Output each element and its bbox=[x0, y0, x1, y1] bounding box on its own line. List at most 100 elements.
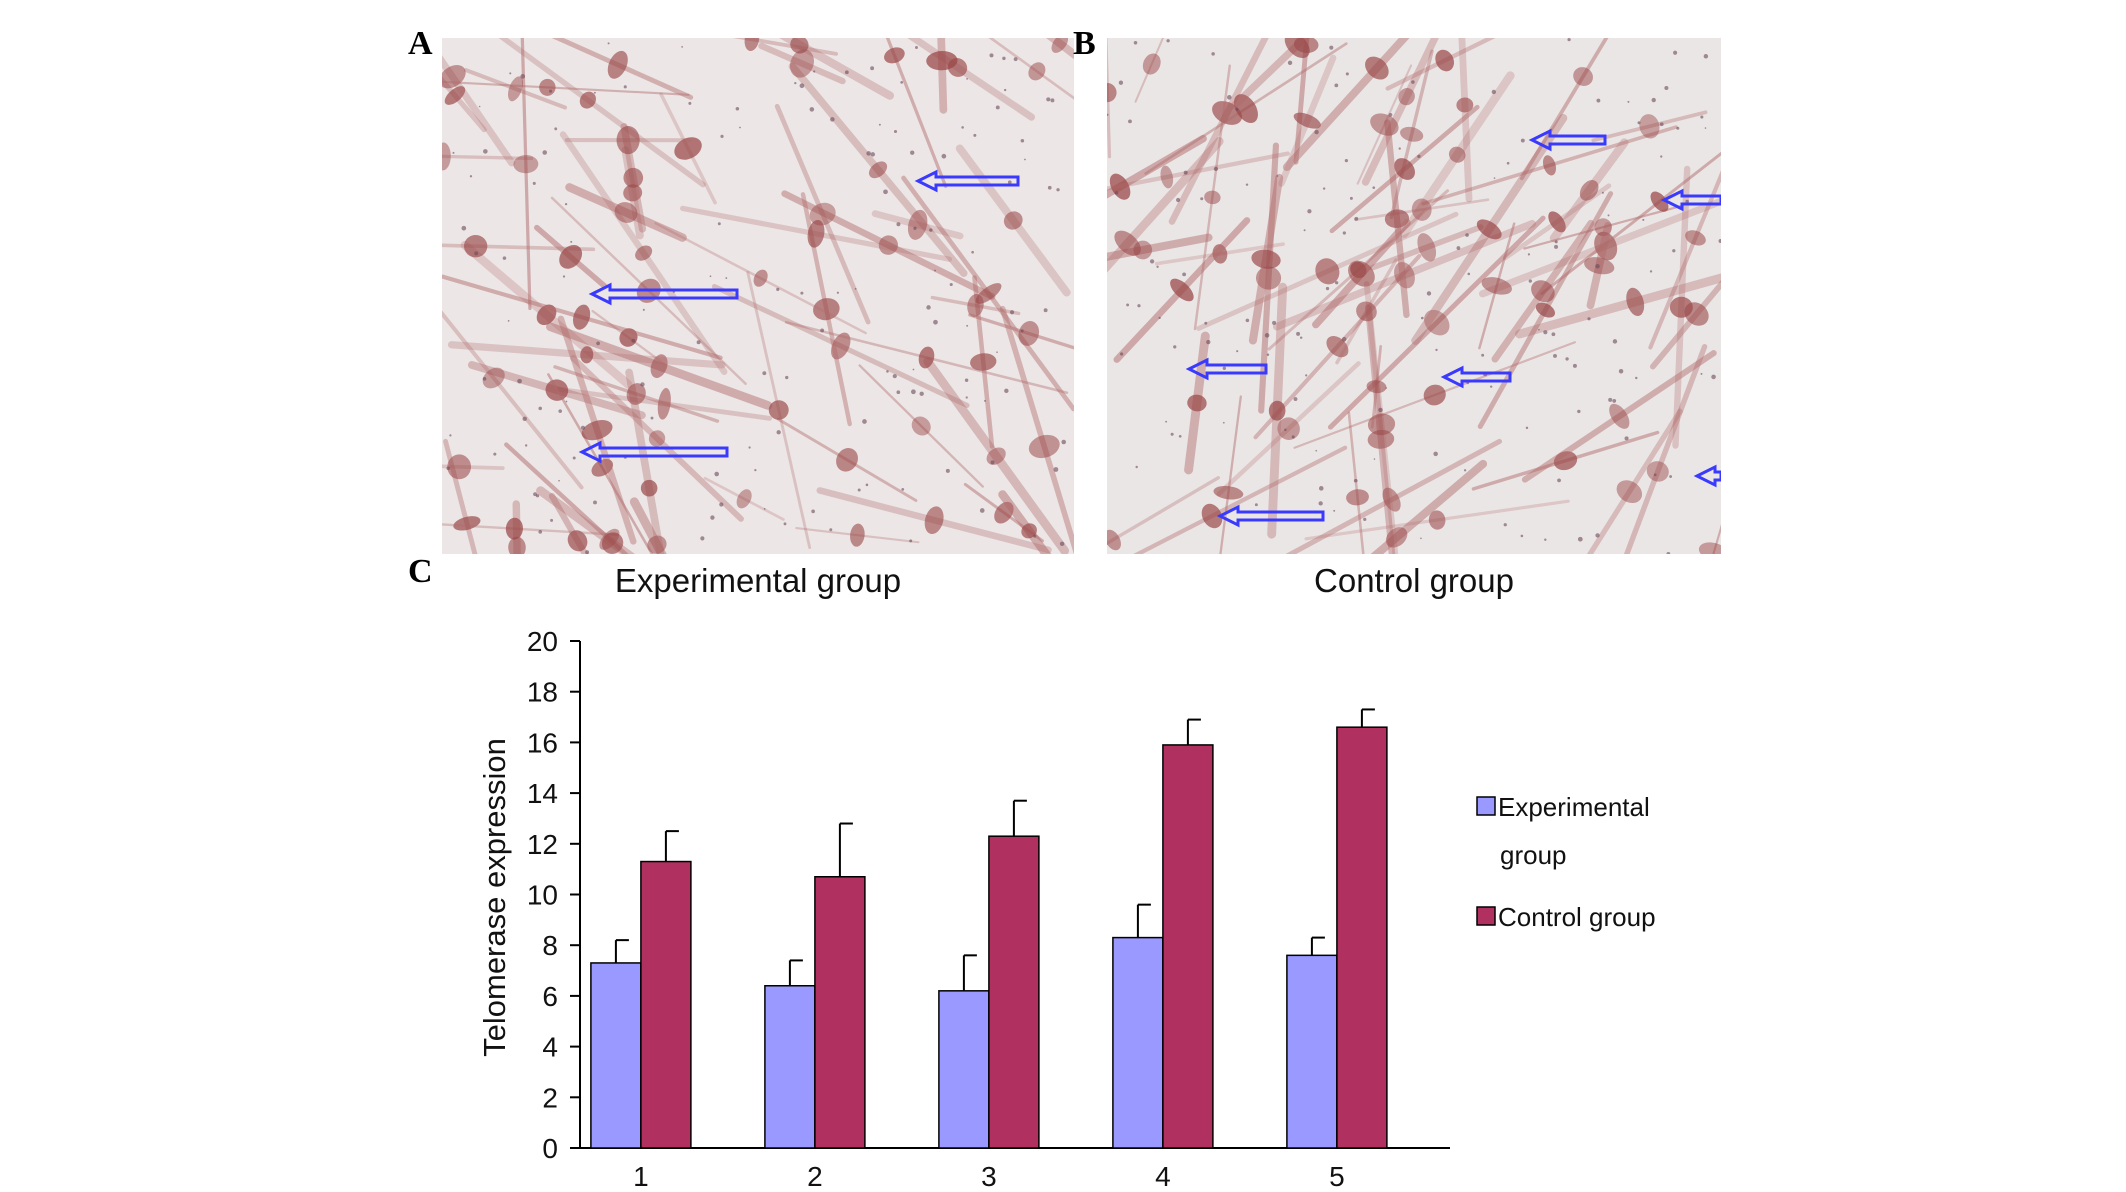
debris-speck bbox=[696, 340, 701, 345]
annotation-arrow bbox=[1185, 357, 1268, 381]
debris-speck bbox=[1669, 475, 1673, 478]
cell-nucleus bbox=[1212, 244, 1228, 264]
debris-speck bbox=[482, 377, 487, 381]
debris-speck bbox=[1007, 180, 1012, 185]
x-tick-label: 2 bbox=[807, 1161, 823, 1192]
y-tick-label: 14 bbox=[527, 778, 558, 809]
cell-nucleus bbox=[1639, 114, 1660, 139]
cell-nucleus bbox=[1476, 219, 1502, 240]
debris-speck bbox=[1315, 449, 1318, 452]
cell-nucleus bbox=[1548, 211, 1566, 233]
debris-speck bbox=[522, 416, 527, 422]
cell-nucleus bbox=[1367, 413, 1396, 436]
debris-speck bbox=[1235, 107, 1239, 111]
debris-speck bbox=[966, 324, 969, 327]
cell-nucleus bbox=[836, 448, 858, 472]
cell-nucleus bbox=[623, 167, 644, 188]
debris-speck bbox=[1227, 95, 1232, 100]
debris-speck bbox=[585, 550, 590, 554]
debris-speck bbox=[593, 500, 597, 505]
debris-speck bbox=[1685, 199, 1689, 204]
debris-speck bbox=[915, 46, 918, 49]
cell-nucleus bbox=[1051, 38, 1069, 53]
debris-speck bbox=[1491, 89, 1497, 95]
debris-speck bbox=[688, 101, 692, 105]
debris-speck bbox=[739, 126, 741, 129]
cell-process bbox=[858, 364, 984, 488]
debris-speck bbox=[1426, 291, 1432, 296]
debris-speck bbox=[1420, 316, 1424, 320]
debris-speck bbox=[1003, 88, 1007, 92]
debris-speck bbox=[883, 189, 888, 195]
debris-speck bbox=[1354, 216, 1359, 221]
annotation-arrow bbox=[914, 169, 1020, 193]
cell-nucleus bbox=[442, 142, 451, 171]
debris-speck bbox=[502, 256, 507, 260]
cell-nucleus bbox=[1367, 429, 1395, 449]
debris-speck bbox=[714, 471, 719, 477]
debris-speck bbox=[1718, 238, 1721, 244]
panel-a-letter: A bbox=[408, 25, 433, 62]
debris-speck bbox=[1322, 187, 1326, 190]
debris-speck bbox=[1520, 138, 1525, 143]
bar-experimental bbox=[938, 990, 990, 1149]
x-tick-label: 3 bbox=[981, 1161, 997, 1192]
debris-speck bbox=[870, 66, 875, 71]
cell-nucleus bbox=[918, 346, 935, 369]
cell-nucleus bbox=[536, 304, 557, 326]
debris-speck bbox=[973, 133, 977, 137]
debris-speck bbox=[1595, 533, 1600, 538]
cell-nucleus bbox=[635, 245, 653, 261]
cell-process bbox=[1216, 361, 1361, 497]
debris-speck bbox=[866, 151, 871, 156]
debris-speck bbox=[558, 409, 562, 413]
debris-speck bbox=[631, 338, 636, 343]
debris-speck bbox=[1587, 317, 1591, 321]
debris-speck bbox=[912, 368, 915, 371]
debris-speck bbox=[1200, 197, 1204, 201]
debris-speck bbox=[1627, 100, 1630, 103]
debris-speck bbox=[474, 251, 479, 256]
cell-nucleus bbox=[813, 298, 840, 321]
debris-speck bbox=[811, 509, 815, 514]
debris-speck bbox=[1341, 336, 1347, 342]
cell-nucleus bbox=[1398, 88, 1415, 106]
cell-nucleus bbox=[1021, 523, 1037, 539]
debris-speck bbox=[763, 507, 766, 510]
debris-speck bbox=[1314, 129, 1319, 135]
debris-speck bbox=[642, 308, 645, 311]
debris-speck bbox=[710, 515, 715, 520]
panel-b-letter: B bbox=[1073, 25, 1096, 62]
debris-speck bbox=[1373, 458, 1376, 460]
debris-speck bbox=[926, 305, 931, 310]
debris-speck bbox=[1543, 330, 1548, 335]
legend-label: Experimental bbox=[1498, 792, 1650, 822]
annotation-arrow bbox=[588, 282, 739, 306]
debris-speck bbox=[794, 82, 797, 85]
cell-nucleus bbox=[1018, 321, 1040, 346]
debris-speck bbox=[1372, 186, 1376, 190]
debris-speck bbox=[1435, 348, 1438, 352]
debris-speck bbox=[446, 466, 451, 471]
cell-nucleus bbox=[647, 535, 667, 554]
debris-speck bbox=[1329, 45, 1334, 50]
debris-speck bbox=[483, 149, 488, 154]
debris-speck bbox=[554, 127, 558, 131]
annotation-arrow bbox=[1216, 504, 1325, 528]
cell-nucleus bbox=[1382, 487, 1401, 512]
cell-nucleus bbox=[545, 379, 569, 401]
debris-speck bbox=[1222, 421, 1225, 424]
cell-nucleus bbox=[513, 155, 539, 174]
cell-process bbox=[1272, 219, 1536, 331]
debris-speck bbox=[1176, 197, 1181, 203]
debris-speck bbox=[1333, 509, 1336, 512]
debris-speck bbox=[933, 319, 938, 325]
legend-swatch-experimental bbox=[1476, 796, 1496, 816]
cell-nucleus bbox=[1293, 112, 1321, 129]
bar-control bbox=[988, 835, 1040, 1149]
debris-speck bbox=[650, 416, 654, 420]
debris-speck bbox=[1489, 385, 1493, 388]
cell-process bbox=[1369, 224, 1484, 271]
debris-speck bbox=[748, 446, 751, 449]
debris-speck bbox=[1335, 281, 1339, 285]
